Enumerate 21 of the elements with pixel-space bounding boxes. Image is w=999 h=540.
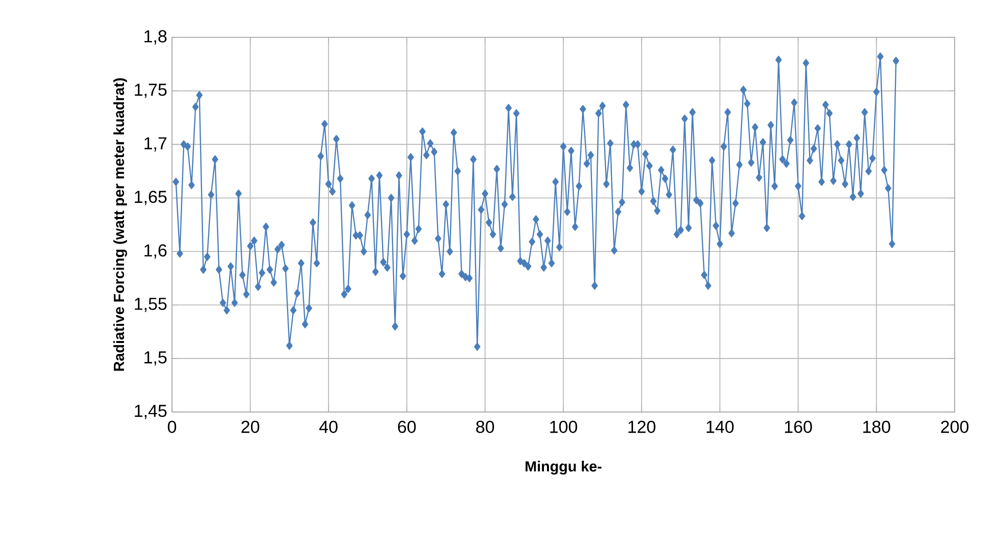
y-tick-label: 1,55 — [134, 298, 167, 312]
x-tick-label: 160 — [785, 420, 812, 433]
x-tick-label: 40 — [319, 420, 338, 433]
x-tick-label: 140 — [706, 420, 734, 433]
x-tick-label: 60 — [398, 420, 416, 433]
y-tick-label: 1,65 — [134, 190, 167, 206]
x-tick-label: 100 — [550, 420, 578, 433]
y-tick-label: 1,7 — [144, 137, 166, 152]
x-tick-label: 120 — [628, 420, 656, 433]
x-tick-label: 20 — [242, 420, 260, 433]
x-tick-label: 0 — [168, 420, 176, 433]
y-tick-label: 1,5 — [144, 351, 167, 366]
x-tick-label: 200 — [941, 420, 968, 433]
y-tick-label: 1,45 — [134, 404, 167, 420]
x-axis-title: Minggu ke- — [526, 460, 602, 475]
y-tick-label: 1,6 — [144, 244, 167, 259]
x-tick-label: 180 — [863, 420, 890, 433]
x-tick-label: 80 — [476, 420, 494, 433]
y-axis-title: Radiative Forcing (watt per meter kuadrat) — [113, 78, 128, 371]
y-tick-label: 1,8 — [144, 30, 167, 44]
y-tick-label: 1,75 — [134, 84, 167, 98]
